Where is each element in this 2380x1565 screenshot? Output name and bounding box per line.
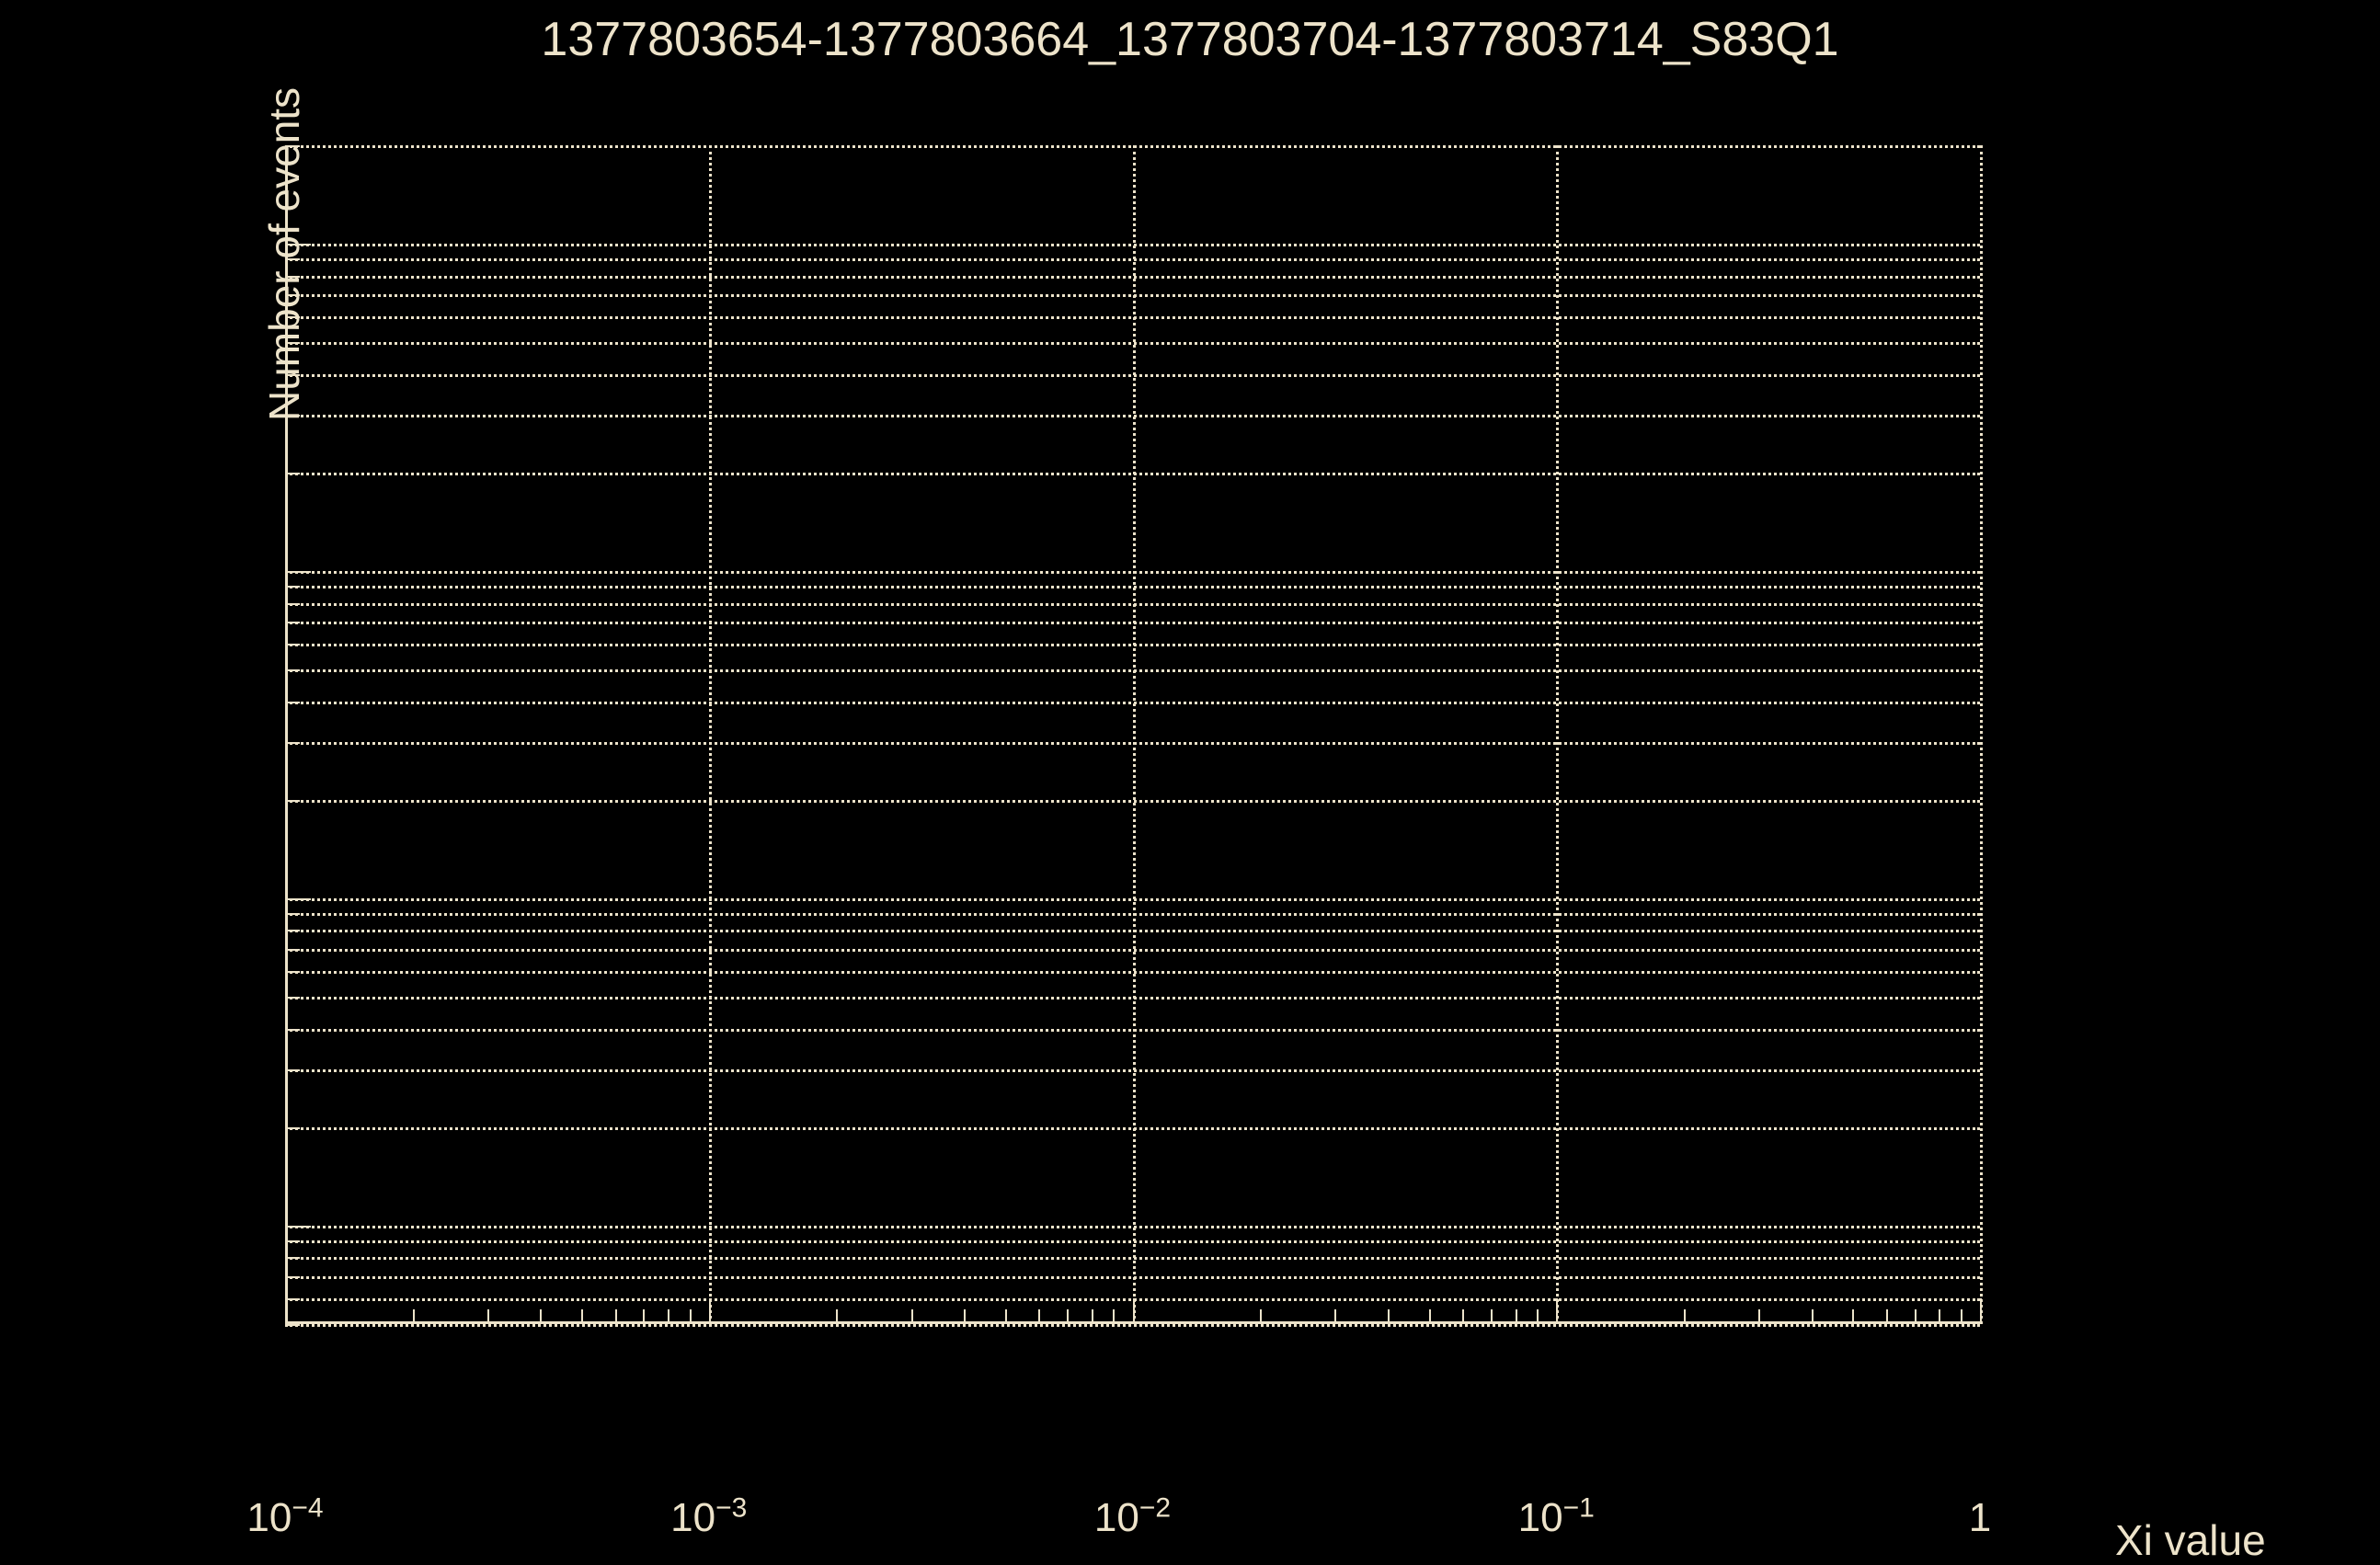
- tick-y: [285, 602, 300, 605]
- tick-y: [285, 571, 311, 574]
- tick-y: [285, 1126, 300, 1129]
- gridline-y-minor: [285, 1324, 1980, 1327]
- tick-x: [1428, 1309, 1431, 1324]
- x-axis-title: Xi value: [2115, 1516, 2266, 1564]
- tick-y: [285, 669, 300, 672]
- x-axis-line: [285, 1321, 1980, 1324]
- tick-y: [285, 970, 300, 973]
- tick-x: [581, 1309, 584, 1324]
- tick-x: [1960, 1309, 1962, 1324]
- tick-x: [1914, 1309, 1917, 1324]
- tick-y: [285, 415, 300, 417]
- y-axis-title: Number of events: [260, 86, 308, 421]
- tick-y: [285, 586, 300, 588]
- gridline-x: [1980, 145, 1983, 1324]
- tick-y: [285, 1028, 300, 1031]
- tick-x: [964, 1309, 967, 1324]
- tick-y: [285, 949, 300, 952]
- tick-y: [285, 258, 300, 261]
- tick-x: [1132, 1298, 1135, 1324]
- tick-y: [285, 342, 300, 345]
- tick-x: [1852, 1309, 1855, 1324]
- tick-x: [910, 1309, 913, 1324]
- tick-x: [1683, 1309, 1686, 1324]
- tick-x: [1091, 1309, 1093, 1324]
- x-tick-label: 10−1: [1517, 1492, 1595, 1540]
- tick-x: [540, 1309, 543, 1324]
- tick-x: [1004, 1309, 1007, 1324]
- tick-y: [285, 373, 300, 376]
- tick-y: [285, 316, 300, 319]
- tick-y: [285, 701, 300, 703]
- tick-x: [1939, 1309, 1941, 1324]
- tick-x: [668, 1309, 670, 1324]
- tick-x: [1515, 1309, 1517, 1324]
- tick-x: [614, 1309, 617, 1324]
- x-tick-label: 10−2: [1093, 1492, 1172, 1540]
- tick-x: [412, 1309, 415, 1324]
- tick-x: [1885, 1309, 1888, 1324]
- tick-x: [1490, 1309, 1493, 1324]
- x-tick-label: 10−3: [670, 1492, 748, 1540]
- page-title: 1377803654-1377803664_1377803704-1377803…: [541, 13, 1839, 66]
- tick-x: [1758, 1309, 1761, 1324]
- x-tick-label: 10−4: [246, 1492, 324, 1540]
- tick-x: [1556, 1298, 1559, 1324]
- tick-y: [285, 1240, 300, 1243]
- tick-y: [285, 275, 300, 278]
- gridline-x: [708, 145, 712, 1324]
- tick-y: [285, 997, 300, 1000]
- plot-frame: Number of events Xi value 10110−110−2 10…: [246, 87, 2265, 1564]
- tick-y: [285, 294, 300, 297]
- tick-y: [285, 742, 300, 745]
- tick-x: [689, 1309, 692, 1324]
- tick-x: [1260, 1309, 1263, 1324]
- tick-y: [285, 799, 300, 802]
- tick-y: [285, 622, 300, 624]
- tick-x: [1334, 1309, 1337, 1324]
- tick-y: [285, 145, 300, 147]
- tick-y: [285, 472, 300, 474]
- tick-y: [285, 1297, 300, 1300]
- tick-y: [285, 913, 300, 916]
- gridline-x: [1132, 145, 1136, 1324]
- tick-y: [285, 1275, 300, 1278]
- tick-x: [643, 1309, 646, 1324]
- gridline-x: [1556, 145, 1560, 1324]
- root-canvas: 1377803654-1377803664_1377803704-1377803…: [246, 13, 2266, 1564]
- tick-x: [1462, 1309, 1465, 1324]
- tick-x: [1067, 1309, 1070, 1324]
- tick-y: [285, 1069, 300, 1072]
- tick-x: [1113, 1309, 1116, 1324]
- tick-x: [836, 1309, 839, 1324]
- tick-y: [285, 244, 311, 246]
- tick-y: [285, 1225, 311, 1228]
- tick-x: [1537, 1309, 1539, 1324]
- tick-y: [285, 1324, 300, 1326]
- tick-x: [1038, 1309, 1041, 1324]
- tick-x: [1980, 1298, 1982, 1324]
- x-tick-label: 1: [1968, 1495, 1992, 1540]
- tick-x: [708, 1298, 711, 1324]
- tick-y: [285, 644, 300, 645]
- tick-x: [1387, 1309, 1390, 1324]
- y-axis-line: [285, 145, 288, 1324]
- tick-x: [1811, 1309, 1814, 1324]
- tick-y: [285, 1257, 300, 1260]
- tick-y: [285, 930, 300, 932]
- tick-x: [486, 1309, 489, 1324]
- tick-y: [285, 897, 311, 900]
